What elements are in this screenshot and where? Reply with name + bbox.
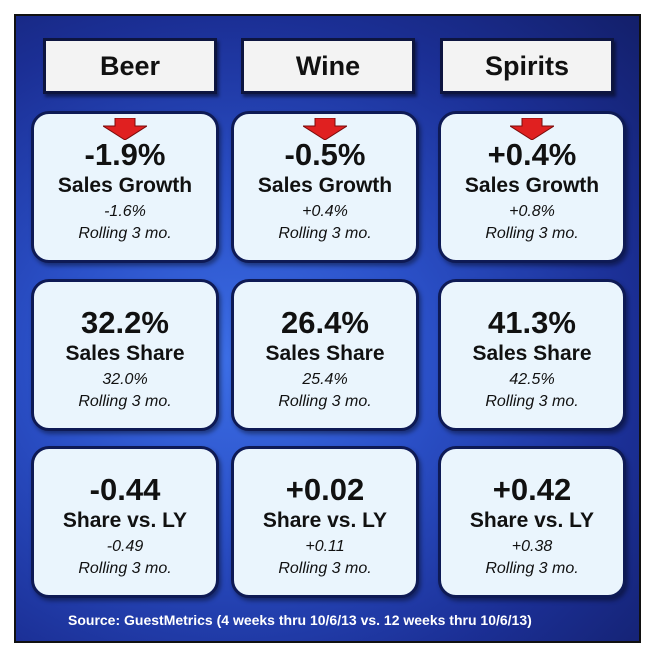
rolling-label: Rolling 3 mo. bbox=[485, 225, 579, 242]
column-header-label: Spirits bbox=[484, 50, 570, 81]
rolling-label: Rolling 3 mo. bbox=[78, 393, 172, 410]
metric-value: 32.2% bbox=[81, 305, 169, 340]
metric-value: -1.9% bbox=[84, 137, 166, 172]
metric-card-wine-sales-growth: -0.5% Sales Growth +0.4% Rolling 3 mo. bbox=[231, 111, 419, 263]
metric-value: -0.44 bbox=[89, 472, 161, 507]
column-header-label: Beer bbox=[99, 50, 161, 81]
metric-card-wine-share-vs-ly: +0.02 Share vs. LY +0.11 Rolling 3 mo. bbox=[231, 446, 419, 598]
metric-label: Sales Growth bbox=[57, 174, 193, 197]
metric-rolling-value: -0.49 bbox=[106, 538, 144, 555]
column-header-wine: Wine bbox=[241, 38, 415, 94]
metric-value: 26.4% bbox=[281, 305, 369, 340]
metric-value: +0.02 bbox=[285, 472, 365, 507]
rolling-label: Rolling 3 mo. bbox=[278, 393, 372, 410]
metric-rolling-value: +0.4% bbox=[302, 203, 348, 220]
metric-value: +0.42 bbox=[492, 472, 572, 507]
rolling-label: Rolling 3 mo. bbox=[78, 560, 172, 577]
metric-rolling-value: 42.5% bbox=[509, 371, 555, 388]
metric-label: Share vs. LY bbox=[62, 509, 188, 532]
down-arrow-icon bbox=[103, 118, 147, 140]
metric-label: Sales Growth bbox=[257, 174, 393, 197]
metric-label: Sales Share bbox=[65, 342, 185, 365]
metric-label: Sales Growth bbox=[464, 174, 600, 197]
metric-rolling-value: 25.4% bbox=[302, 371, 348, 388]
rolling-label: Rolling 3 mo. bbox=[278, 560, 372, 577]
rolling-label: Rolling 3 mo. bbox=[278, 225, 372, 242]
metric-card-wine-sales-share: 26.4% Sales Share 25.4% Rolling 3 mo. bbox=[231, 279, 419, 431]
down-arrow-icon bbox=[303, 118, 347, 140]
metric-value: -0.5% bbox=[284, 137, 366, 172]
rolling-label: Rolling 3 mo. bbox=[485, 393, 579, 410]
metric-card-beer-sales-share: 32.2% Sales Share 32.0% Rolling 3 mo. bbox=[31, 279, 219, 431]
metric-card-beer-share-vs-ly: -0.44 Share vs. LY -0.49 Rolling 3 mo. bbox=[31, 446, 219, 598]
metric-rolling-value: +0.11 bbox=[305, 538, 345, 555]
metric-rolling-value: -1.6% bbox=[104, 203, 146, 220]
metric-value: +0.4% bbox=[487, 137, 577, 172]
metric-label: Share vs. LY bbox=[262, 509, 388, 532]
column-header-label: Wine bbox=[295, 50, 361, 81]
column-header-spirits: Spirits bbox=[440, 38, 614, 94]
metric-rolling-value: +0.38 bbox=[511, 538, 553, 555]
metric-card-spirits-sales-share: 41.3% Sales Share 42.5% Rolling 3 mo. bbox=[438, 279, 626, 431]
metric-label: Sales Share bbox=[472, 342, 592, 365]
metric-card-beer-sales-growth: -1.9% Sales Growth -1.6% Rolling 3 mo. bbox=[31, 111, 219, 263]
source-note: Source: GuestMetrics (4 weeks thru 10/6/… bbox=[68, 612, 532, 628]
rolling-label: Rolling 3 mo. bbox=[485, 560, 579, 577]
metric-value: 41.3% bbox=[488, 305, 576, 340]
rolling-label: Rolling 3 mo. bbox=[78, 225, 172, 242]
metric-card-spirits-sales-growth: +0.4% Sales Growth +0.8% Rolling 3 mo. bbox=[438, 111, 626, 263]
metric-label: Sales Share bbox=[265, 342, 385, 365]
down-arrow-icon bbox=[510, 118, 554, 140]
metric-card-spirits-share-vs-ly: +0.42 Share vs. LY +0.38 Rolling 3 mo. bbox=[438, 446, 626, 598]
metric-rolling-value: 32.0% bbox=[102, 371, 148, 388]
column-header-beer: Beer bbox=[43, 38, 217, 94]
metric-label: Share vs. LY bbox=[469, 509, 595, 532]
metric-rolling-value: +0.8% bbox=[509, 203, 555, 220]
